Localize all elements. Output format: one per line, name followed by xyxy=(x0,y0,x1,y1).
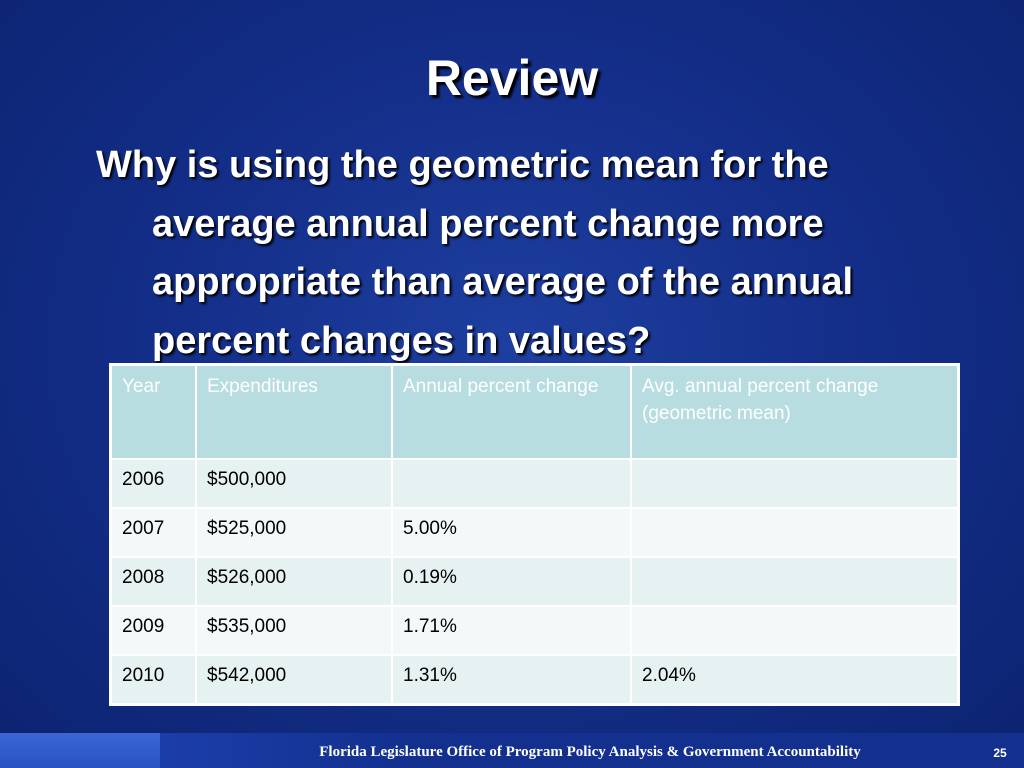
cell-annual-percent-change: 1.71% xyxy=(391,605,632,656)
table-row: 2007 $525,000 5.00% xyxy=(110,507,959,558)
page-number: 25 xyxy=(993,746,1007,760)
review-question: Why is using the geometric mean for the … xyxy=(96,144,854,362)
cell-annual-percent-change: 0.19% xyxy=(391,556,632,607)
table-row: 2008 $526,000 0.19% xyxy=(110,556,959,607)
cell-year: 2008 xyxy=(110,556,197,607)
cell-avg-annual-percent-change xyxy=(630,556,959,607)
table-header: Year Expenditures Annual percent change … xyxy=(110,364,959,460)
cell-avg-annual-percent-change xyxy=(630,507,959,558)
expenditures-table: Year Expenditures Annual percent change … xyxy=(110,364,959,705)
cell-expenditures: $542,000 xyxy=(195,654,393,705)
slide-title: Review xyxy=(425,50,599,106)
cell-expenditures: $535,000 xyxy=(195,605,393,656)
header-expenditures: Expenditures xyxy=(195,364,393,460)
cell-annual-percent-change: 5.00% xyxy=(391,507,632,558)
table-header-row: Year Expenditures Annual percent change … xyxy=(110,364,959,460)
cell-avg-annual-percent-change: 2.04% xyxy=(630,654,959,705)
cell-annual-percent-change xyxy=(391,458,632,509)
cell-annual-percent-change: 1.31% xyxy=(391,654,632,705)
cell-avg-annual-percent-change xyxy=(630,605,959,656)
cell-expenditures: $526,000 xyxy=(195,556,393,607)
cell-expenditures: $525,000 xyxy=(195,507,393,558)
table-row: 2006 $500,000 xyxy=(110,458,959,509)
header-avg-annual-percent-change: Avg. annual percent change (geometric me… xyxy=(630,364,959,460)
header-annual-percent-change: Annual percent change xyxy=(391,364,632,460)
cell-expenditures: $500,000 xyxy=(195,458,393,509)
footer-organization: Florida Legislature Office of Program Po… xyxy=(319,744,861,760)
cell-year: 2007 xyxy=(110,507,197,558)
cell-avg-annual-percent-change xyxy=(630,458,959,509)
table-body: 2006 $500,000 2007 $525,000 5.00% 2008 $… xyxy=(110,458,959,705)
table-row: 2009 $535,000 1.71% xyxy=(110,605,959,656)
cell-year: 2010 xyxy=(110,654,197,705)
cell-year: 2009 xyxy=(110,605,197,656)
header-year: Year xyxy=(110,364,197,460)
table-row: 2010 $542,000 1.31% 2.04% xyxy=(110,654,959,705)
cell-year: 2006 xyxy=(110,458,197,509)
footer-accent-strip xyxy=(0,733,160,768)
footer-bar xyxy=(0,733,1024,768)
